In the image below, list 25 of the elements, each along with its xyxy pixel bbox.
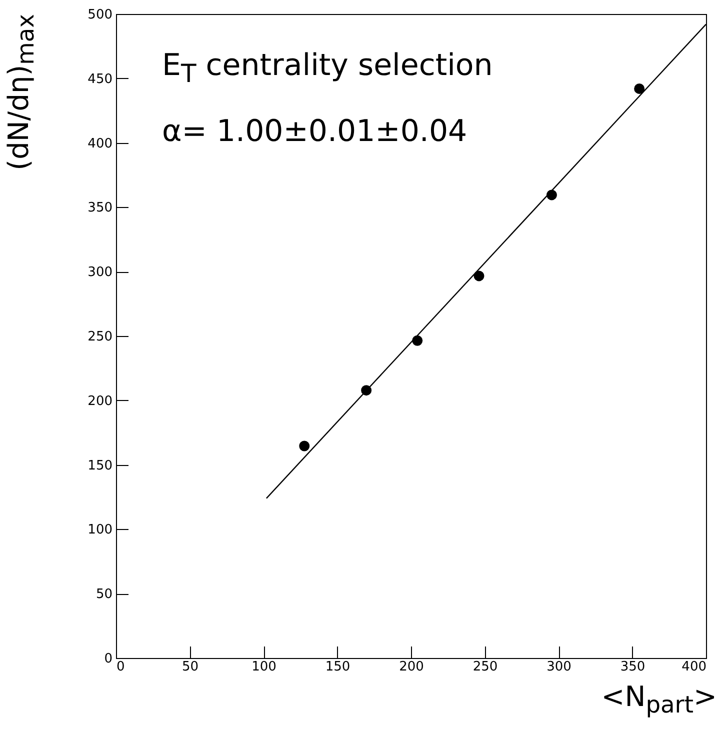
y-tick-label: 100 bbox=[88, 522, 112, 538]
x-axis-title: <N$_{part}$> bbox=[601, 680, 717, 719]
y-tick-label: 500 bbox=[88, 8, 112, 22]
point bbox=[474, 270, 484, 282]
x-tick-label: 0 bbox=[116, 660, 125, 674]
x-tick-label: 50 bbox=[182, 660, 199, 674]
x-tick-label: 400 bbox=[682, 660, 706, 674]
point bbox=[634, 83, 645, 94]
x-tick-label: 100 bbox=[252, 660, 276, 674]
x-tick-label: 300 bbox=[546, 660, 572, 674]
y-tick-label: 200 bbox=[88, 394, 112, 409]
y-tick-label: 150 bbox=[88, 458, 112, 474]
y-tick-label: 350 bbox=[88, 200, 112, 216]
y-tick-label: 450 bbox=[88, 72, 112, 87]
point bbox=[299, 440, 310, 452]
y-tick-label: 50 bbox=[96, 587, 112, 602]
annotation: α= 1.00±0.01±0.04 bbox=[162, 114, 468, 149]
x-tick-label: 200 bbox=[399, 660, 424, 674]
x-tick-label: 350 bbox=[620, 660, 646, 674]
y-tick-label: 250 bbox=[88, 330, 112, 344]
x-tick-label: 150 bbox=[325, 660, 350, 674]
annotation: E$_{T}$ centrality selection bbox=[162, 48, 493, 88]
y-tick-label: 400 bbox=[88, 136, 112, 152]
x-tick-label: 250 bbox=[472, 660, 498, 674]
y-tick-label: 300 bbox=[88, 265, 112, 280]
